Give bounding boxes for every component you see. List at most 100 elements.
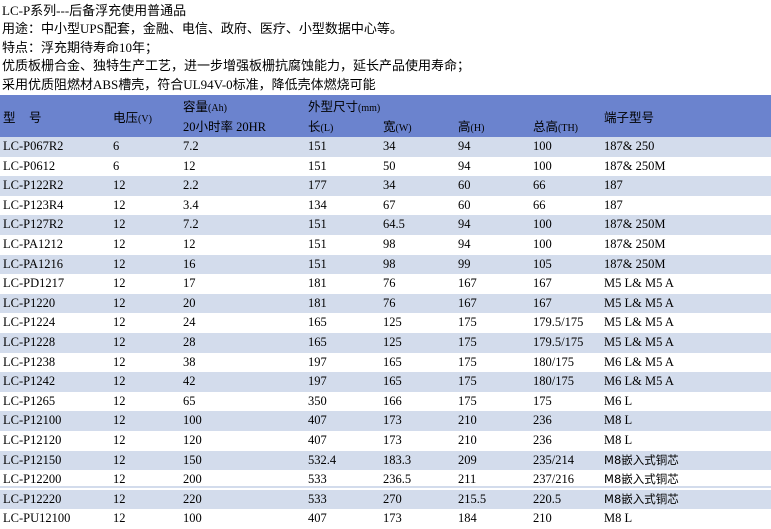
table-row: LC-P12200 12 200 533 236.5 211 237/216 M8嵌入式铜芯 — [0, 470, 771, 490]
table-row: LC-P12220 12 220 533 270 215.5 220.5 M8嵌入式铜芯 — [0, 489, 771, 510]
table-header: 型 号 电压(V) 容量(Ah) 外型尺寸(mm) 端子型号 20小时率 20H… — [0, 95, 771, 138]
cell-voltage: 12 — [110, 470, 180, 490]
cell-width: 50 — [380, 156, 455, 177]
cell-height: 60 — [455, 195, 530, 216]
cell-model: LC-P12200 — [0, 470, 110, 490]
intro-line-usage: 用途：中小型UPS配套，金融、电信、政府、医疗、小型数据中心等。 — [2, 21, 403, 37]
cell-capacity: 7.2 — [180, 137, 305, 157]
cell-width: 64.5 — [380, 215, 455, 235]
cell-total-height: 66 — [530, 176, 602, 196]
cell-height: 175 — [455, 313, 530, 333]
cell-height: 167 — [455, 274, 530, 294]
cell-terminal: M8嵌入式铜芯 — [601, 489, 771, 510]
intro-line-feature-case: 采用优质阻燃材ABS槽壳，符合UL94V-0标准，降低壳体燃烧可能 — [2, 76, 376, 92]
cell-total-height: 236 — [530, 411, 602, 431]
table-body: LC-P067R2 6 7.2 151 34 94 100 187& 250 LC-P0612 6… — [0, 137, 771, 529]
cell-width: 34 — [380, 137, 455, 157]
table-row: LC-P12100 12 100 407 173 210 236 M8 L — [0, 411, 771, 431]
cell-width: 34 — [380, 176, 455, 196]
cell-length: 134 — [305, 195, 380, 216]
table-row: LC-PD1217 12 17 181 76 167 167 M5 L& M5 A — [0, 274, 771, 294]
cell-model: LC-P12220 — [0, 489, 110, 510]
cell-terminal: M8嵌入式铜芯 — [601, 470, 771, 490]
cell-height: 94 — [455, 235, 530, 255]
table-row: LC-P12120 12 120 407 173 210 236 M8 L — [0, 430, 771, 451]
cell-voltage: 12 — [110, 254, 180, 275]
cell-capacity: 28 — [180, 332, 305, 353]
cell-total-height: 175 — [530, 391, 602, 412]
cell-length: 151 — [305, 215, 380, 235]
table-header-sub-row: 20小时率 20HR 长(L) 宽(W) 高(H) 总高(TH) — [0, 115, 771, 138]
table-row: LC-PA1216 12 16 151 98 99 105 187& 250M — [0, 254, 771, 275]
cell-capacity: 12 — [180, 235, 305, 255]
cell-length: 181 — [305, 274, 380, 294]
cell-terminal: M6 L — [601, 391, 771, 412]
cell-capacity: 20 — [180, 293, 305, 314]
table-row: LC-PA1212 12 12 151 98 94 100 187& 250M — [0, 235, 771, 255]
cell-length: 165 — [305, 313, 380, 333]
cell-length: 350 — [305, 391, 380, 412]
cell-voltage: 12 — [110, 391, 180, 412]
cell-model: LC-P12120 — [0, 430, 110, 451]
cell-model: LC-P1265 — [0, 391, 110, 412]
table-row: LC-P122R2 12 2.2 177 34 60 66 187 — [0, 176, 771, 196]
table-row: LC-P067R2 6 7.2 151 34 94 100 187& 250 — [0, 137, 771, 157]
table-row: LC-P123R4 12 3.4 134 67 60 66 187 — [0, 195, 771, 216]
table-row: LC-P1238 12 38 197 165 175 180/175 M6 L& M5 A — [0, 352, 771, 373]
cell-height: 209 — [455, 450, 530, 471]
cell-voltage: 6 — [110, 137, 180, 157]
cell-total-height: 180/175 — [530, 372, 602, 392]
cell-length: 407 — [305, 411, 380, 431]
cell-width: 166 — [380, 391, 455, 412]
cell-capacity: 150 — [180, 450, 305, 471]
cell-width: 270 — [380, 489, 455, 510]
cell-capacity: 42 — [180, 372, 305, 392]
cell-model: LC-PA1216 — [0, 254, 110, 275]
cell-model: LC-P1224 — [0, 313, 110, 333]
cell-terminal: M5 L& M5 A — [601, 293, 771, 314]
cell-terminal: M8 L — [601, 509, 771, 529]
cell-width: 98 — [380, 235, 455, 255]
cell-height: 210 — [455, 430, 530, 451]
cell-length: 165 — [305, 332, 380, 353]
cell-length: 532.4 — [305, 450, 380, 471]
cell-model: LC-P123R4 — [0, 195, 110, 216]
cell-voltage: 6 — [110, 156, 180, 177]
cell-model: LC-P12150 — [0, 450, 110, 471]
cell-terminal: M8 L — [601, 411, 771, 431]
column-header-terminal: 端子型号 — [601, 95, 771, 138]
table-bottom-rule — [0, 486, 771, 488]
cell-voltage: 12 — [110, 489, 180, 510]
cell-model: LC-P12100 — [0, 411, 110, 431]
cell-terminal: M5 L& M5 A — [601, 313, 771, 333]
cell-voltage: 12 — [110, 372, 180, 392]
cell-terminal: 187& 250M — [601, 235, 771, 255]
cell-length: 151 — [305, 156, 380, 177]
cell-total-height: 220.5 — [530, 489, 602, 510]
table-row: LC-P1220 12 20 181 76 167 167 M5 L& M5 A — [0, 293, 771, 314]
cell-model: LC-P1238 — [0, 352, 110, 373]
cell-terminal: 187& 250M — [601, 215, 771, 235]
cell-length: 177 — [305, 176, 380, 196]
cell-model: LC-PA1212 — [0, 235, 110, 255]
cell-voltage: 12 — [110, 195, 180, 216]
cell-terminal: 187& 250 — [601, 137, 771, 157]
column-header-model: 型 号 — [0, 95, 110, 138]
cell-width: 173 — [380, 509, 455, 529]
cell-height: 175 — [455, 391, 530, 412]
table-row: LC-P1228 12 28 165 125 175 179.5/175 M5 L& M5 A — [0, 332, 771, 353]
cell-model: LC-P067R2 — [0, 137, 110, 157]
intro-line-feature-alloy: 优质板栅合金、独特生产工艺，进一步增强板栅抗腐蚀能力，延长产品使用寿命； — [2, 58, 471, 74]
cell-voltage: 12 — [110, 430, 180, 451]
cell-capacity: 16 — [180, 254, 305, 275]
cell-model: LC-PU12100 — [0, 509, 110, 529]
cell-total-height: 237/216 — [530, 470, 602, 490]
cell-model: LC-P1242 — [0, 372, 110, 392]
cell-voltage: 12 — [110, 411, 180, 431]
cell-capacity: 7.2 — [180, 215, 305, 235]
cell-height: 175 — [455, 332, 530, 353]
cell-height: 184 — [455, 509, 530, 529]
cell-model: LC-P1228 — [0, 332, 110, 353]
cell-height: 211 — [455, 470, 530, 490]
cell-model: LC-P0612 — [0, 156, 110, 177]
